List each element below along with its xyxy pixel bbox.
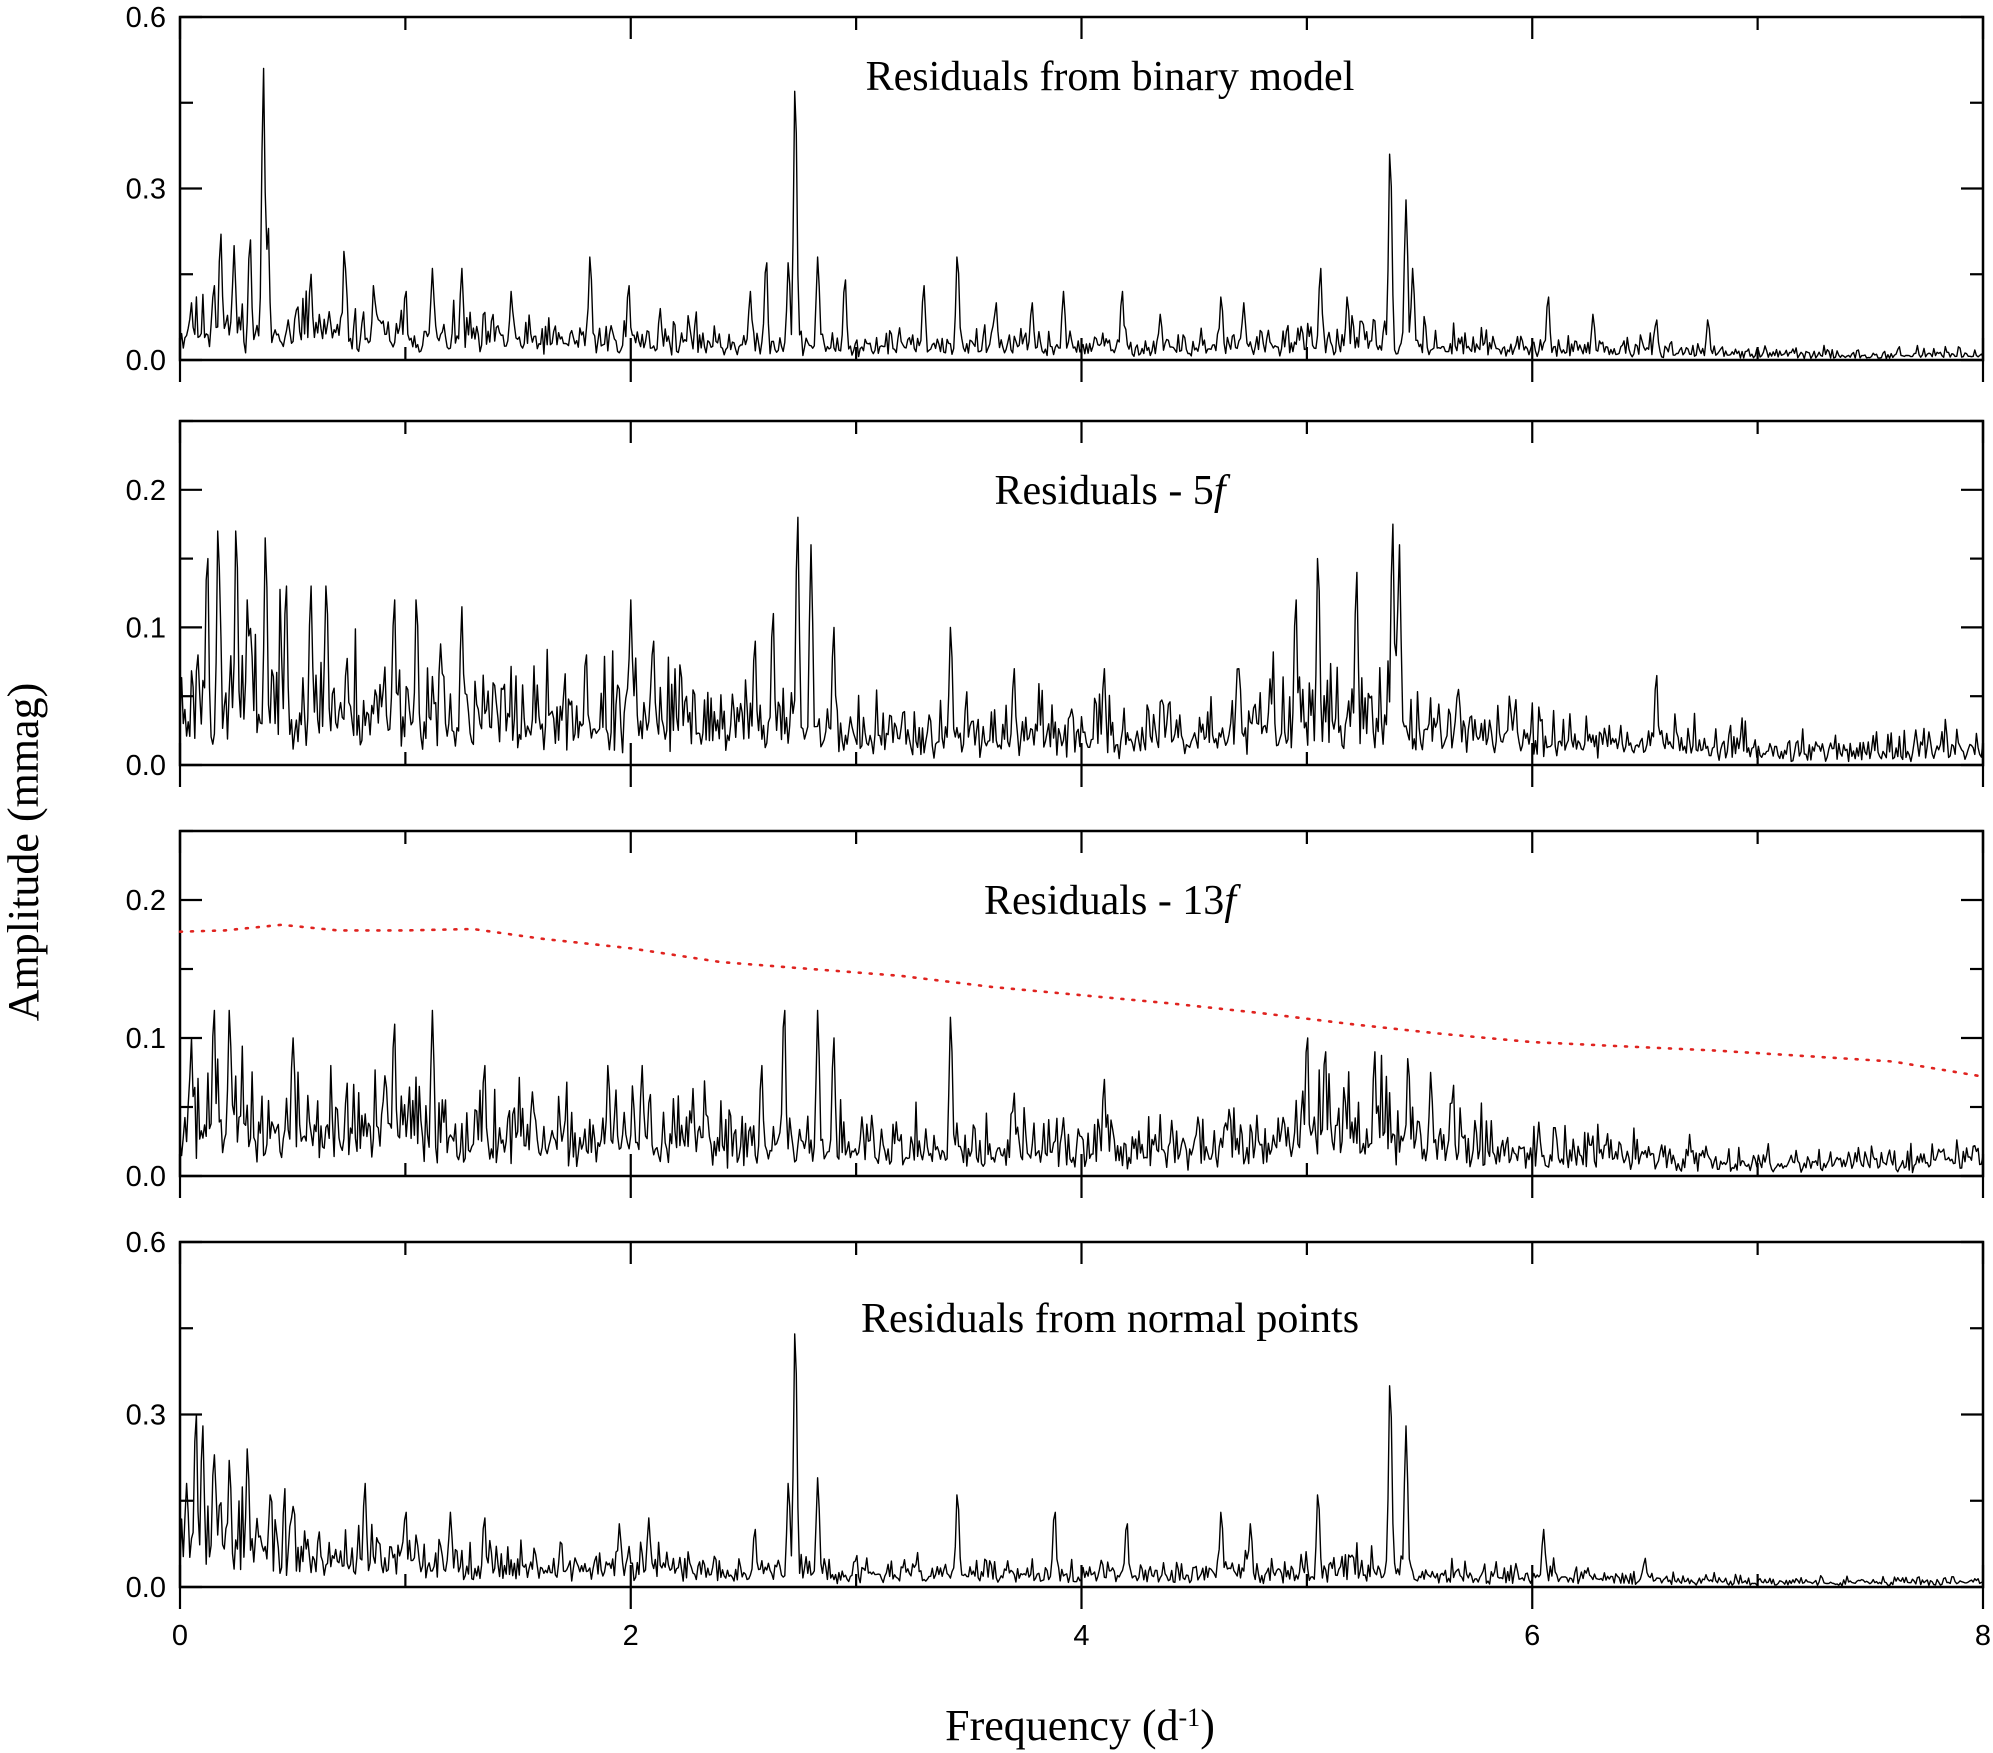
y-tick-label: 0.2 <box>126 885 166 917</box>
spectrum-line <box>179 516 1984 763</box>
y-tick-label: 0.6 <box>126 2 166 34</box>
x-tick-label: 2 <box>623 1620 639 1652</box>
panel-title: Residuals - 5f <box>995 468 1231 514</box>
spectrum-line <box>179 1333 1984 1587</box>
spectrum-line <box>179 67 1984 360</box>
y-tick-label: 0.3 <box>126 174 166 206</box>
y-tick-label: 0.1 <box>126 1023 166 1055</box>
panel-title-text: Residuals - 13 <box>984 878 1224 924</box>
y-tick-label: 0.3 <box>126 1400 166 1432</box>
y-tick-label: 0.0 <box>126 1572 166 1604</box>
y-tick-label: 0.0 <box>126 1161 166 1193</box>
x-tick-label: 6 <box>1524 1620 1540 1652</box>
x-axis-title-main: Frequency (d <box>945 1701 1178 1750</box>
x-tick-label: 8 <box>1975 1620 1991 1652</box>
panel-title: Residuals from normal points <box>861 1296 1359 1342</box>
panel-title: Residuals - 13f <box>984 878 1241 924</box>
panel-title-text: Residuals from normal points <box>861 1296 1359 1342</box>
significance-threshold-line <box>178 923 1985 1078</box>
panel-13f: 0.0 0.1 0.2 Residuals - 13f <box>126 829 1985 1198</box>
panel-title-text: Residuals from binary model <box>866 54 1355 100</box>
x-tick-label: 4 <box>1073 1620 1089 1652</box>
panel-binary: 0.0 0.3 0.6 Residuals from binary model <box>126 2 1985 382</box>
y-tick-label: 0.6 <box>126 1227 166 1259</box>
x-axis-title: Frequency (d-1) <box>945 1701 1215 1750</box>
y-tick-label: 0.1 <box>126 612 166 644</box>
y-tick-label: 0.2 <box>126 475 166 507</box>
y-axis-title: Amplitude (mmag) <box>0 683 48 1022</box>
panel-normal: 0.0 0.3 0.6 Residuals from normal points <box>126 1227 1985 1604</box>
panel-title: Residuals from binary model <box>866 54 1355 100</box>
panel-5f: 0.0 0.1 0.2 Residuals - 5f <box>126 419 1985 787</box>
spectrum-line <box>179 1009 1984 1174</box>
y-tick-label: 0.0 <box>126 345 166 377</box>
x-axis-title-tail: ) <box>1200 1701 1215 1750</box>
panel-title-text: Residuals - 5 <box>995 468 1214 514</box>
x-tick-label: 0 <box>172 1620 188 1652</box>
y-tick-label: 0.0 <box>126 750 166 782</box>
x-axis-title-superscript: -1 <box>1179 1703 1201 1732</box>
